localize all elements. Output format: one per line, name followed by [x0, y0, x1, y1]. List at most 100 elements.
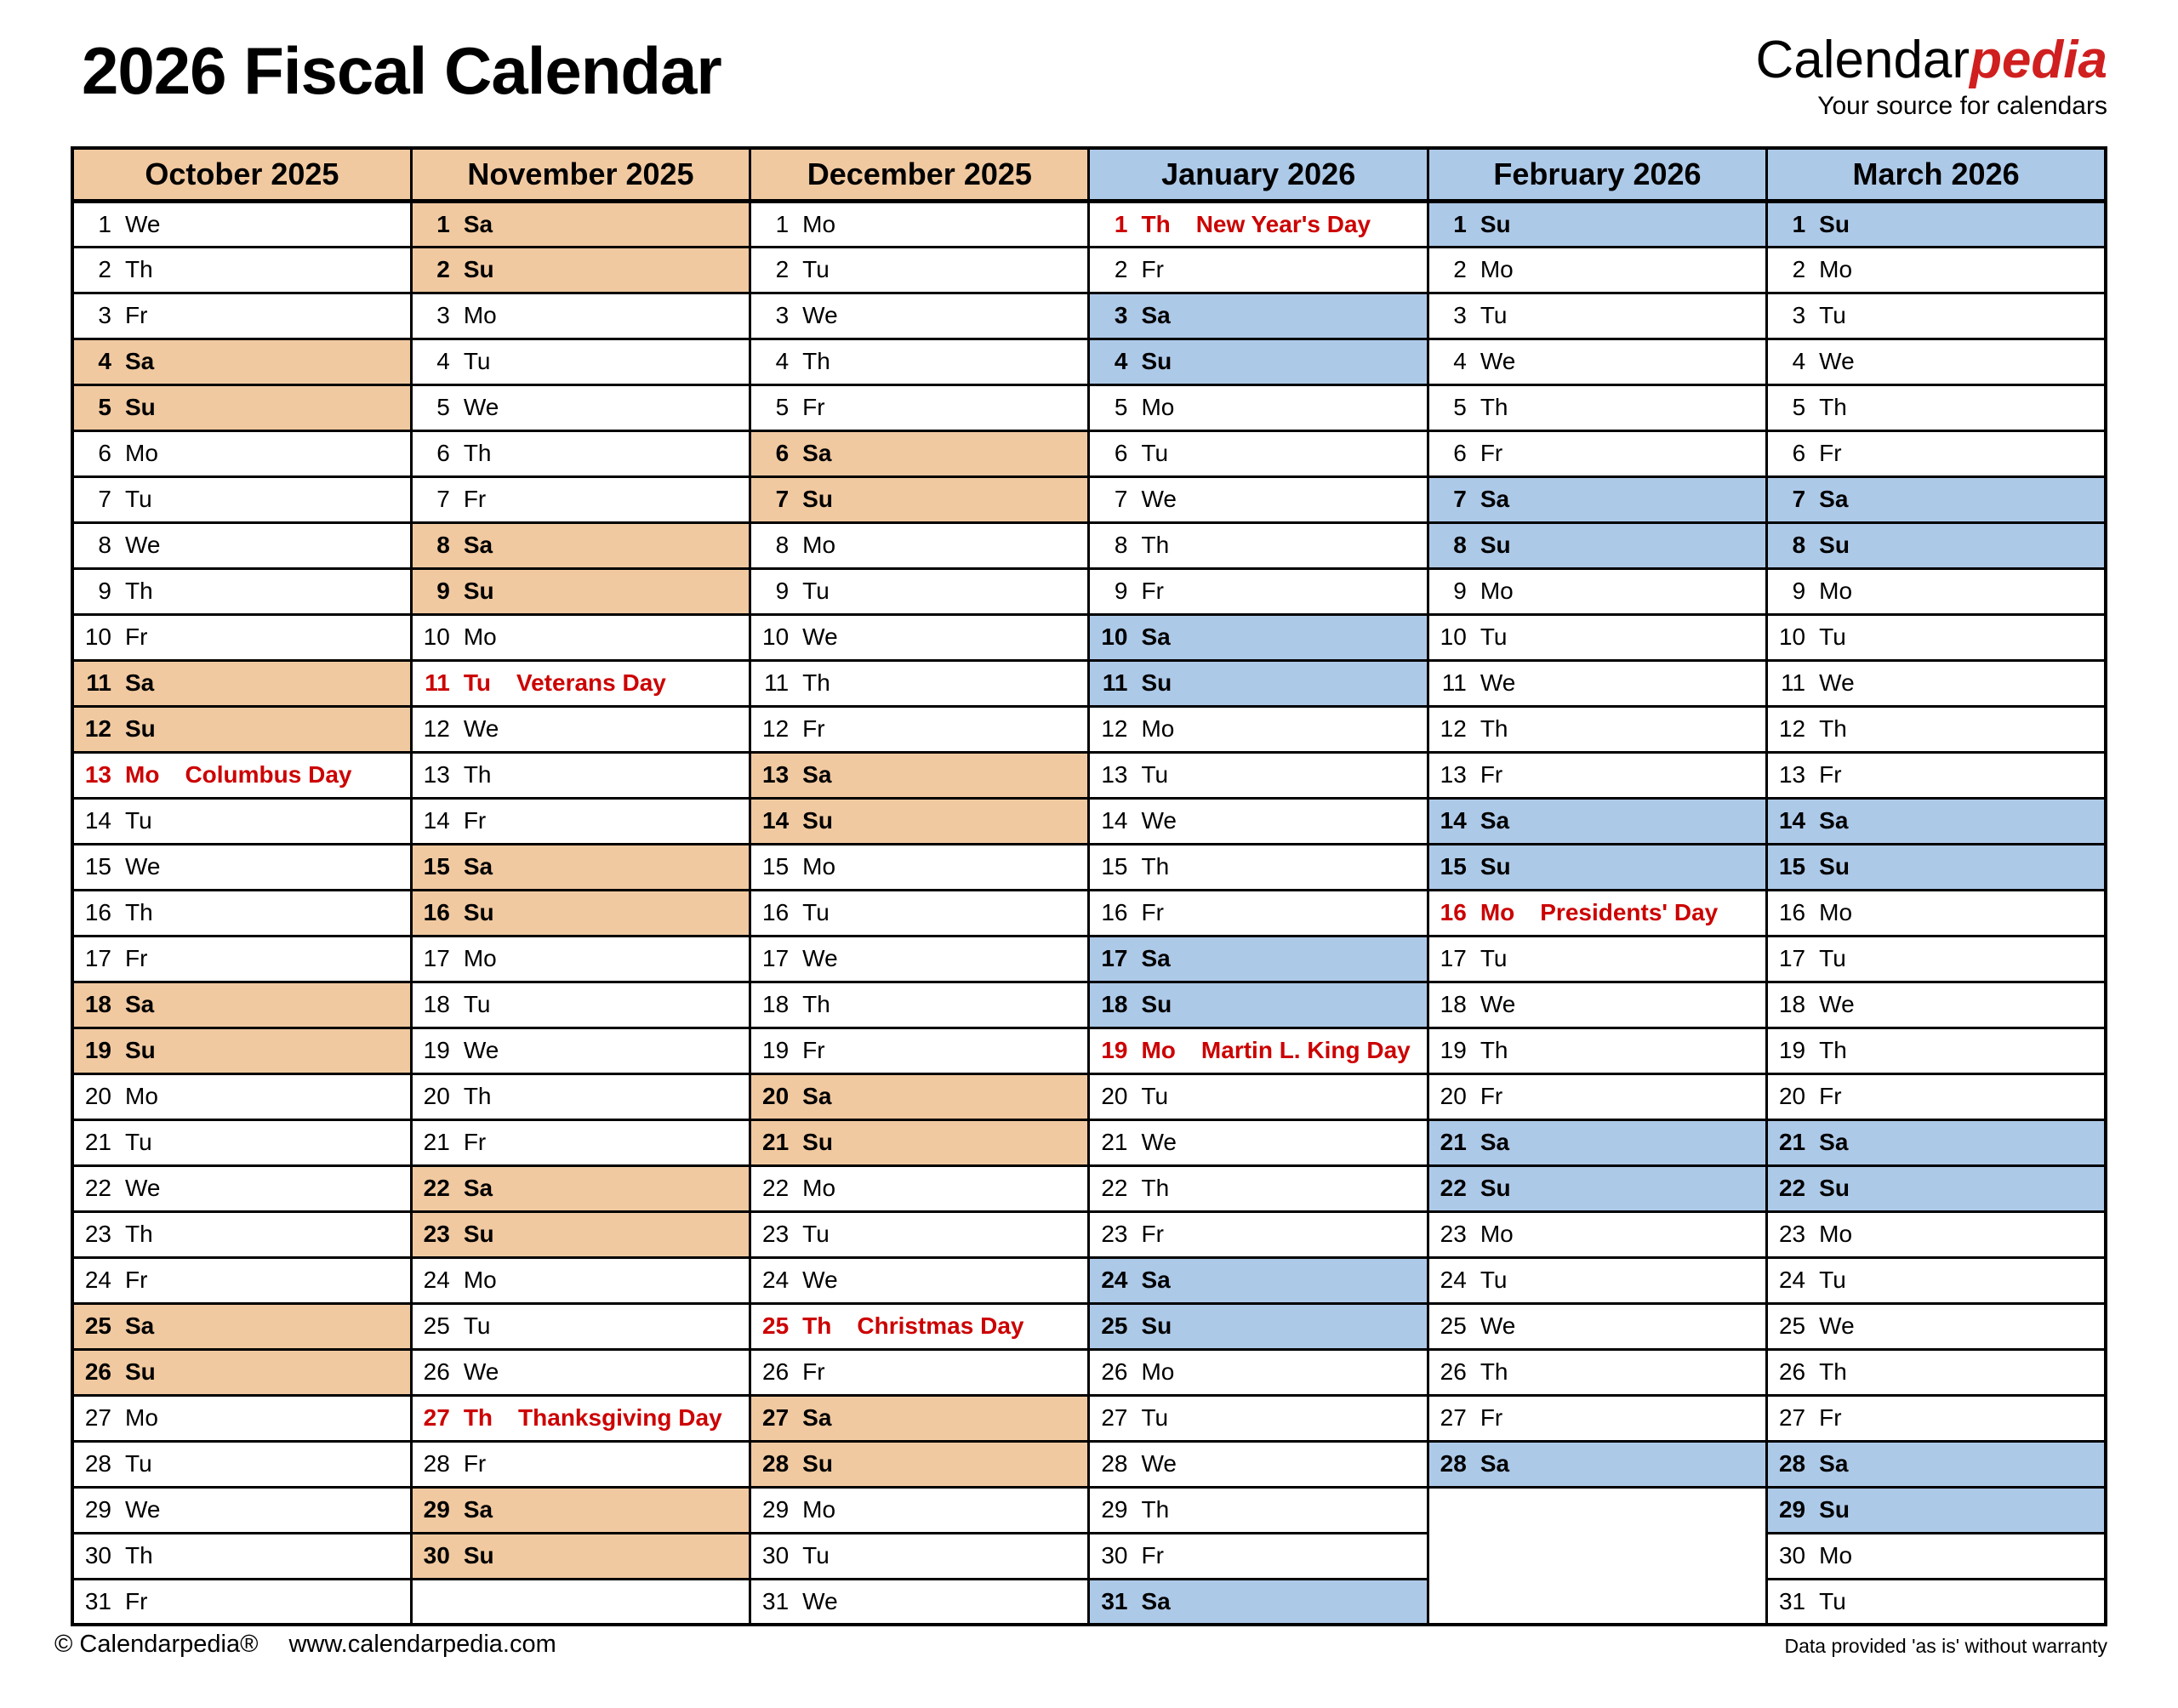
day-number: 22	[1101, 1175, 1128, 1201]
day-number: 27	[1440, 1404, 1467, 1431]
day-cell: 22 Th	[1087, 1164, 1429, 1213]
day-weekday: We	[1141, 1450, 1177, 1477]
day-number: 9	[1792, 578, 1806, 604]
holiday-cell: 1 Th New Year's Day	[1087, 199, 1429, 248]
day-number: 27	[1101, 1404, 1128, 1431]
day-weekday: Mo	[463, 945, 497, 971]
day-number: 6	[775, 440, 790, 466]
day-cell: 9 Su	[409, 566, 752, 616]
day-weekday: Tu	[1141, 440, 1169, 466]
holiday-label: Columbus Day	[185, 761, 352, 788]
day-number: 28	[1440, 1450, 1467, 1477]
day-number: 15	[84, 853, 111, 880]
day-cell: 29 Mo	[749, 1485, 1091, 1534]
empty-cell	[1426, 1485, 1769, 1626]
day-cell: 28 Tu	[71, 1439, 413, 1489]
day-cell: 23 Mo	[1765, 1210, 2107, 1259]
day-cell: 19 Th	[1426, 1026, 1769, 1075]
brand-tagline: Your source for calendars	[1817, 92, 2107, 120]
day-number: 28	[84, 1450, 111, 1477]
day-number: 4	[1453, 348, 1467, 374]
day-cell: 12 Mo	[1087, 704, 1429, 754]
day-number: 19	[423, 1037, 450, 1063]
day-number: 6	[98, 440, 111, 466]
day-cell: 2 Mo	[1765, 245, 2107, 294]
day-cell: 7 Sa	[1765, 475, 2107, 524]
page-title: 2026 Fiscal Calendar	[82, 33, 722, 108]
day-weekday: Su	[463, 578, 494, 604]
day-number: 7	[1114, 486, 1128, 512]
day-number: 1	[1114, 210, 1128, 237]
day-cell: 28 Sa	[1426, 1439, 1769, 1489]
day-cell: 5 Su	[71, 383, 413, 432]
day-cell: 6 Th	[409, 429, 752, 478]
day-weekday: Th	[1819, 1358, 1847, 1385]
day-number: 3	[775, 302, 790, 328]
day-number: 5	[98, 394, 111, 420]
day-cell: 15 Mo	[749, 842, 1091, 891]
day-cell: 14 Sa	[1765, 796, 2107, 845]
day-number: 16	[1778, 899, 1806, 925]
day-cell: 29 Su	[1765, 1485, 2107, 1534]
month-header: October 2025	[71, 146, 413, 203]
day-weekday: We	[1819, 991, 1855, 1017]
day-cell: 10 We	[749, 612, 1091, 662]
day-number: 31	[84, 1587, 111, 1614]
day-weekday: We	[125, 853, 161, 880]
day-weekday: Su	[125, 1037, 156, 1063]
day-number: 2	[98, 256, 111, 282]
day-weekday: We	[1480, 348, 1516, 374]
day-cell: 12 Su	[71, 704, 413, 754]
day-weekday: Sa	[1480, 486, 1510, 512]
day-weekday: Mo	[1480, 256, 1514, 282]
day-number: 3	[436, 302, 450, 328]
day-weekday: Fr	[1819, 440, 1842, 466]
day-cell: 3 Tu	[1426, 291, 1769, 340]
day-number: 4	[1792, 348, 1806, 374]
day-number: 28	[1778, 1450, 1806, 1477]
day-cell: 12 Th	[1426, 704, 1769, 754]
day-number: 16	[84, 899, 111, 925]
day-cell: 2 Fr	[1087, 245, 1429, 294]
day-weekday: Mo	[125, 1404, 158, 1431]
holiday-label: Christmas Day	[857, 1312, 1024, 1339]
day-number: 12	[423, 715, 450, 742]
day-cell: 9 Th	[71, 566, 413, 616]
day-number: 18	[1440, 991, 1467, 1017]
day-cell: 19 Su	[71, 1026, 413, 1075]
day-cell: 10 Fr	[71, 612, 413, 662]
day-weekday: Sa	[1141, 623, 1171, 650]
day-number: 12	[762, 715, 790, 742]
day-number: 8	[436, 532, 450, 558]
day-cell: 31 We	[749, 1577, 1091, 1626]
day-number: 1	[436, 210, 450, 237]
day-cell: 9 Fr	[1087, 566, 1429, 616]
day-number: 14	[762, 807, 790, 834]
day-number: 22	[84, 1175, 111, 1201]
day-weekday: Tu	[125, 1450, 152, 1477]
day-cell: 7 We	[1087, 475, 1429, 524]
website-link[interactable]: www.calendarpedia.com	[288, 1631, 556, 1658]
day-cell: 13 Sa	[749, 750, 1091, 800]
day-cell: 13 Fr	[1765, 750, 2107, 800]
day-number: 19	[1101, 1037, 1128, 1063]
day-number: 10	[1778, 623, 1806, 650]
day-weekday: Sa	[1819, 1450, 1849, 1477]
day-number: 25	[1778, 1312, 1806, 1339]
day-cell: 31 Fr	[71, 1577, 413, 1626]
day-number: 18	[762, 991, 790, 1017]
day-cell: 23 Fr	[1087, 1210, 1429, 1259]
day-cell: 24 We	[749, 1255, 1091, 1305]
day-weekday: Sa	[125, 669, 155, 696]
day-cell: 7 Tu	[71, 475, 413, 524]
day-cell: 29 Sa	[409, 1485, 752, 1534]
day-number: 21	[1101, 1129, 1128, 1155]
day-weekday: Mo	[1819, 1221, 1853, 1247]
day-weekday: We	[125, 1496, 161, 1523]
day-weekday: Tu	[463, 1312, 491, 1339]
day-weekday: Sa	[1819, 807, 1849, 834]
day-weekday: Tu	[802, 256, 830, 282]
day-number: 20	[1440, 1083, 1467, 1109]
day-number: 10	[762, 623, 790, 650]
day-number: 14	[1101, 807, 1128, 834]
